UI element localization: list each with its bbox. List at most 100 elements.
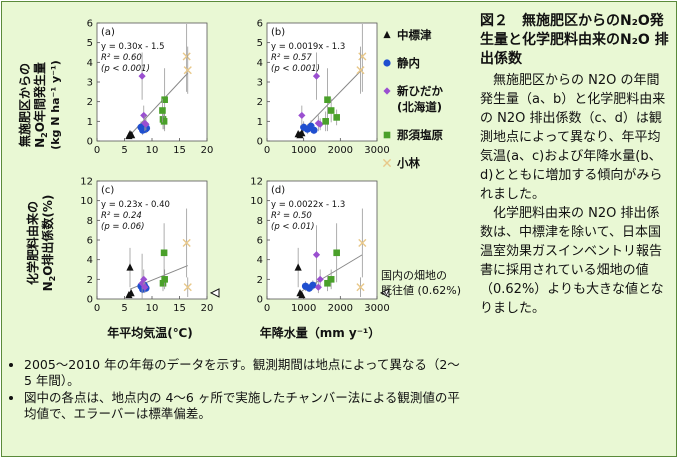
default-value-arrow — [379, 288, 390, 298]
x-tick-label: 0 — [94, 145, 100, 156]
y-tick-label: 0 — [87, 295, 93, 306]
y-tick-label: 6 — [257, 19, 263, 30]
y-tick-label: 4 — [87, 58, 93, 69]
x-tick-label: 0 — [264, 303, 270, 314]
y-tick-label: 6 — [87, 19, 93, 30]
y-tick-label: 4 — [87, 255, 93, 266]
y-label-bottom-line1: 化学肥料由来の — [25, 201, 40, 285]
default-value-annotation: 国内の畑地の 既往値 (0.62%) — [381, 268, 461, 297]
side-description: 図２ 無施肥区からのN₂O発生量と化学肥料由来のN₂O 排出係数 無施肥区からの… — [480, 12, 672, 318]
square-marker — [159, 279, 167, 287]
panel-d: 0 1000 2000 3000 0 2 4 6 8 10 12 (d) y = 0.0022x - 1… — [250, 177, 389, 315]
x-tick-label: 15 — [173, 303, 186, 314]
cross-marker — [183, 283, 192, 292]
square-marker — [161, 276, 168, 283]
y-tick-label: 2 — [257, 275, 263, 286]
square-marker — [333, 114, 340, 121]
r-squared: R² = 0.60 — [101, 53, 142, 63]
y-tick-label: 1 — [87, 117, 93, 128]
default-value-label-line2: 既往値 (0.62%) — [381, 283, 461, 297]
diamond-marker — [316, 120, 324, 128]
diamond-marker — [312, 251, 321, 259]
legend-label: 静内 — [397, 56, 420, 70]
y-tick-label: 10 — [80, 196, 93, 207]
x-tick-label: 5 — [121, 145, 127, 156]
p-value: (p < 0.001) — [271, 64, 320, 74]
y-tick-label: 8 — [257, 216, 263, 227]
cross-marker — [358, 238, 367, 248]
x-tick-label: 3000 — [364, 145, 389, 156]
note-item: 2005～2010 年の年毎のデータを示す。観測期間は地点によって異なる（2～5… — [24, 357, 466, 389]
y-label-bottom-line2: N2O排出係数(%) — [40, 195, 57, 292]
y-tick-label: 2 — [257, 97, 263, 108]
y-tick-label: 0 — [87, 137, 93, 148]
panel-label: (d) — [271, 185, 285, 196]
diamond-marker — [383, 87, 391, 95]
legend-label: 新ひだか — [397, 84, 443, 98]
legend-item: 静内 — [383, 56, 420, 70]
y-tick-label: 12 — [80, 177, 93, 188]
square-marker — [161, 96, 168, 103]
diamond-marker — [316, 275, 324, 283]
square-marker — [327, 276, 335, 283]
y-tick-label: 2 — [87, 97, 93, 108]
x-tick-label: 2000 — [328, 145, 353, 156]
square-marker — [327, 107, 335, 114]
x-label-temperature: 年平均気温(℃) — [107, 325, 193, 340]
side-title: 図２ 無施肥区からのN₂O発生量と化学肥料由来のN₂O 排出係数 — [480, 13, 669, 67]
plot-area — [266, 22, 378, 142]
legend-label-line2: (北海道) — [397, 100, 442, 114]
y-tick-label: 12 — [250, 177, 263, 188]
triangle-marker — [294, 263, 302, 271]
y-tick-label: 8 — [87, 216, 93, 227]
legend-label: 那須塩原 — [397, 128, 443, 142]
y-tick-label: 0 — [257, 137, 263, 148]
y-tick-label: 4 — [257, 255, 263, 266]
p-value: (p < 0.001) — [101, 64, 150, 74]
regression-equation: y = 0.30x - 1.5 — [101, 42, 165, 52]
square-marker — [322, 118, 329, 125]
side-paragraph-1: 無施肥区からの N2O の年間発生量（a、b）と化学肥料由来の N2O 排出係数… — [480, 73, 666, 202]
diamond-marker — [140, 275, 148, 283]
x-label-precipitation: 年降水量（mm y⁻¹） — [260, 325, 381, 340]
p-value: (p < 0.01) — [271, 222, 314, 232]
y-tick-label: 2 — [87, 275, 93, 286]
figure-panels: 無施肥区からの N2O年間発生量 (kg N ha⁻¹ y⁻¹) 化学肥料由来の… — [17, 19, 461, 341]
triangle-marker — [383, 30, 391, 39]
circle-marker — [309, 281, 317, 289]
panel-label: (a) — [101, 27, 115, 38]
x-tick-label: 3000 — [364, 303, 389, 314]
y-tick-label: 6 — [257, 236, 263, 247]
y-tick-label: 3 — [257, 78, 263, 89]
circle-marker — [383, 59, 391, 67]
diamond-marker — [314, 283, 322, 291]
x-tick-label: 20 — [201, 303, 214, 314]
square-marker — [159, 107, 166, 114]
p-value: (p = 0.06) — [101, 222, 144, 232]
x-tick-label: 15 — [173, 145, 186, 156]
default-value-arrow — [209, 288, 220, 298]
diamond-marker — [141, 283, 149, 291]
y-axis-label-top: 無施肥区からの N2O年間発生量 (kg N ha⁻¹ y⁻¹) — [17, 60, 62, 150]
x-tick-label: 0 — [264, 145, 270, 156]
y-tick-label: 6 — [87, 236, 93, 247]
r-squared: R² = 0.50 — [271, 211, 312, 221]
x-tick-label: 5 — [121, 303, 127, 314]
diamond-marker — [142, 120, 150, 128]
legend-item: 小林 — [382, 156, 420, 170]
triangle-marker — [125, 290, 133, 299]
diamond-marker — [312, 72, 321, 80]
cross-marker — [183, 66, 192, 75]
diamond-marker — [140, 111, 148, 120]
cross-marker — [358, 52, 367, 61]
default-value-label-line1: 国内の畑地の — [381, 268, 447, 282]
y-label-top-line1: 無施肥区からの — [17, 63, 32, 147]
panel-label: (b) — [271, 27, 285, 38]
side-paragraph-2: 化学肥料由来の N2O 排出係数は、中標津を除いて、日本国温室効果ガスインベント… — [480, 206, 664, 316]
triangle-marker — [298, 129, 306, 137]
y-axis-label-bottom: 化学肥料由来の N2O排出係数(%) — [25, 195, 57, 292]
square-marker — [160, 118, 168, 125]
